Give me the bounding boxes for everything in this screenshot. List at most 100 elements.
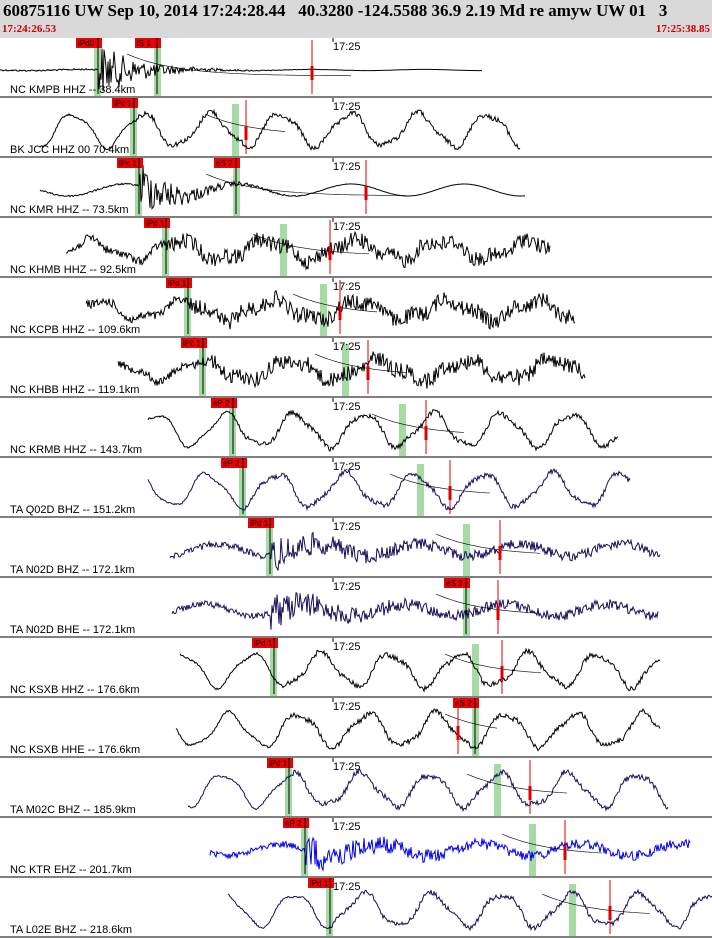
p-pick-box (283, 818, 309, 828)
s-pick-label: iS 1 (137, 39, 151, 48)
time-mark-label: 17:25 (333, 41, 361, 53)
waveform-trace (179, 647, 661, 693)
time-mark-label: 17:25 (333, 641, 361, 653)
time-mark-label: 17:25 (333, 221, 361, 233)
time-mark-label: 17:25 (333, 341, 361, 353)
time-mark-label: 17:25 (333, 401, 361, 413)
trace-label: NC KMR HHZ -- 73.5km (10, 204, 129, 216)
trace-label: NC KMPB HHZ -- 38.4km (10, 84, 135, 96)
p-pick-box (308, 878, 334, 888)
p-pick-box (211, 398, 237, 408)
s-pick-label: eS 2 (216, 159, 233, 168)
p-pick-label: iPd0 (78, 39, 95, 48)
coda-curve (292, 293, 378, 313)
s-pick-box (135, 38, 161, 48)
trace-label: TA N02D BHE -- 172.1km (10, 624, 135, 636)
trace-label: TA M02C BHZ -- 185.9km (10, 804, 136, 816)
amplitude-marker-box (500, 666, 504, 680)
trace-label: NC KCPB HHZ -- 109.6km (10, 324, 140, 336)
waveform-trace (0, 48, 482, 92)
p-pick-box (76, 38, 102, 48)
s-pick-box (214, 158, 240, 168)
p-pick-box (221, 458, 247, 468)
s-window (529, 824, 536, 876)
waveform-trace (39, 108, 521, 151)
waveform-trace (209, 836, 691, 872)
time-mark-label: 17:25 (333, 821, 361, 833)
coda-curve (435, 593, 537, 614)
p-pick-label: iPd 1 (168, 279, 187, 288)
waveform-trace (227, 888, 712, 932)
s-pick-label: eS 2 (446, 579, 463, 588)
time-mark-label: 17:25 (333, 881, 361, 893)
amplitude-marker-box (498, 546, 502, 560)
s-window (280, 224, 287, 276)
s-pick-box (453, 698, 479, 708)
trace-label: TA N02D BHZ -- 172.1km (10, 564, 135, 576)
p-pick-label: eP 2 (285, 819, 302, 828)
amplitude-marker-box (244, 126, 248, 140)
amplitude-marker-box (338, 306, 342, 320)
p-pick-label: eP 2 (213, 399, 230, 408)
trace-label: BK JCC HHZ 00 70.4km (10, 144, 129, 156)
s-pick-box (444, 578, 470, 588)
s-window (463, 524, 470, 576)
amplitude-marker-box (608, 906, 612, 920)
coda-curve (444, 713, 498, 729)
s-window (399, 404, 406, 456)
trace-label: TA L02E BHZ -- 218.6km (10, 924, 132, 936)
trace-label: NC KHBB HHZ -- 119.1km (10, 384, 139, 396)
waveform-trace (175, 708, 661, 752)
amplitude-marker-box (310, 66, 314, 80)
time-mark-label: 17:25 (333, 581, 361, 593)
trace-label: NC KRMB HHZ -- 143.7km (10, 444, 142, 456)
time-mark-label: 17:25 (333, 761, 361, 773)
trace-label: TA Q02D BHZ -- 151.2km (10, 504, 135, 516)
header-bar: 60875116 UW Sep 10, 2014 17:24:28.44 40.… (0, 0, 712, 38)
trace-label: NC KSXB HHZ -- 176.6km (10, 684, 140, 696)
amplitude-marker-box (456, 726, 460, 740)
waveform-trace (171, 592, 659, 630)
p-pick-box (252, 638, 278, 648)
p-pick-label: iPc 1 (183, 339, 201, 348)
waveform-trace (117, 351, 586, 389)
p-pick-box (166, 278, 192, 288)
p-pick-box (181, 338, 207, 348)
p-pick-label: iPc 1 (119, 159, 137, 168)
p-pick-label: eP 2 (223, 459, 240, 468)
waveform-trace (85, 289, 576, 330)
coda-curve (314, 353, 408, 373)
s-pick-label: eS 2 (455, 699, 472, 708)
trace-label: NC KHMB HHZ -- 92.5km (10, 264, 136, 276)
time-mark-label: 17:25 (333, 281, 361, 293)
p-pick-label: iPc 1 (114, 99, 132, 108)
amplitude-marker-box (366, 366, 370, 380)
time-mark-label: 17:25 (333, 461, 361, 473)
event-title: 60875116 UW Sep 10, 2014 17:24:28.44 40.… (3, 1, 668, 20)
s-window (320, 284, 327, 336)
amplitude-marker-box (424, 426, 428, 440)
start-time: 17:24:26.53 (2, 23, 57, 35)
trace-label: NC KTR EHZ -- 201.7km (10, 864, 132, 876)
s-window (494, 764, 501, 816)
p-pick-label: iPd 1 (269, 759, 288, 768)
trace-label: NC KSXB HHE -- 176.6km (10, 744, 140, 756)
s-window (342, 344, 349, 396)
waveform-trace (147, 467, 631, 512)
waveform-trace (39, 165, 526, 210)
coda-curve (444, 653, 542, 674)
s-window (472, 644, 479, 696)
waveform-trace (66, 230, 551, 271)
coda-curve (501, 833, 603, 854)
p-pick-box (144, 218, 170, 228)
coda-curve (389, 473, 491, 494)
coda-curve (126, 53, 352, 77)
coda-curve (371, 413, 465, 433)
time-mark-label: 17:25 (333, 521, 361, 533)
amplitude-marker-box (448, 486, 452, 500)
amplitude-marker-box (496, 606, 500, 620)
time-mark-label: 17:25 (333, 101, 361, 113)
s-window (417, 464, 424, 516)
coda-curve (205, 173, 406, 196)
